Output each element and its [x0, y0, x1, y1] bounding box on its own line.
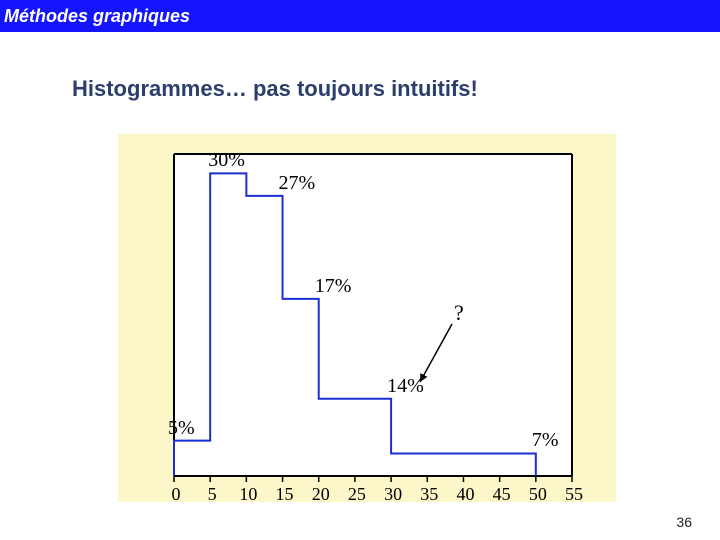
x-tick-label: 0	[164, 484, 188, 505]
bar-label: 30%	[208, 149, 245, 172]
x-tick-label: 35	[417, 484, 441, 505]
x-tick-label: 15	[273, 484, 297, 505]
page-number: 36	[676, 514, 692, 530]
bar-label: 17%	[315, 275, 352, 298]
page-number-text: 36	[676, 514, 692, 530]
x-tick-label: 5	[200, 484, 224, 505]
bar-label: 5%	[168, 417, 195, 440]
x-tick-label: 40	[453, 484, 477, 505]
x-tick-label: 25	[345, 484, 369, 505]
bar-label: 14%	[387, 375, 424, 398]
bar-label: 27%	[279, 172, 316, 195]
x-tick-label: 50	[526, 484, 550, 505]
x-tick-label: 30	[381, 484, 405, 505]
x-tick-label: 55	[562, 484, 586, 505]
x-tick-label: 20	[309, 484, 333, 505]
annotation-question-text: ?	[454, 300, 464, 325]
annotation-question: ?	[454, 300, 464, 326]
histogram-chart	[0, 0, 720, 540]
x-tick-label: 10	[236, 484, 260, 505]
slide: { "page": { "number": "36" }, "titlebar"…	[0, 0, 720, 540]
bar-label: 7%	[532, 429, 559, 452]
x-tick-label: 45	[490, 484, 514, 505]
